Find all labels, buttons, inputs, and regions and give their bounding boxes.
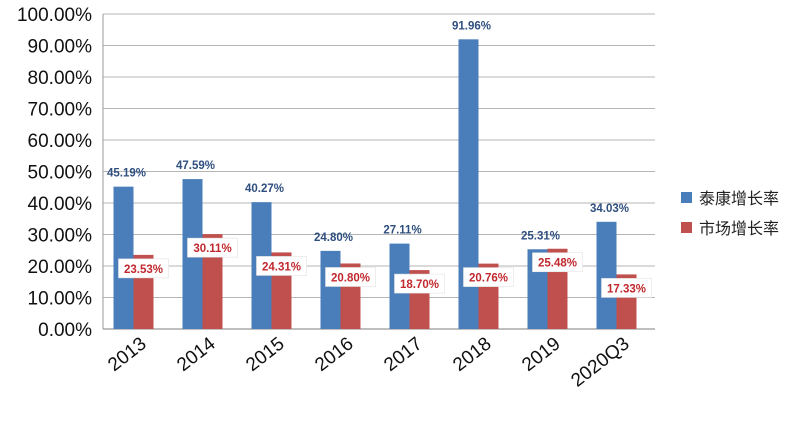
data-label-box-series-2	[463, 267, 514, 287]
data-label-series-1: 34.03%	[590, 203, 629, 215]
y-tick-label: 60.00%	[28, 131, 93, 152]
y-tick-label: 0.00%	[38, 320, 92, 341]
data-label-series-2: 23.53%	[124, 264, 163, 276]
y-tick-label: 90.00%	[28, 37, 93, 58]
data-label-box-series-2	[187, 237, 238, 258]
bar-series-2	[202, 234, 223, 329]
data-label-series-2: 20.76%	[469, 273, 508, 285]
y-tick-label: 20.00%	[28, 257, 93, 278]
data-label-series-1: 45.19%	[107, 168, 146, 180]
data-label-box-series-2	[325, 267, 376, 287]
legend-label-series-1: 泰康增长率	[699, 189, 779, 208]
bar-series-1	[320, 250, 341, 329]
x-tick-label: 2017	[380, 333, 426, 376]
x-tick-label: 2016	[311, 333, 357, 376]
legend-swatch-series-1	[681, 192, 692, 203]
bar-series-1	[458, 39, 479, 330]
data-labels: 45.19% 23.53% 47.59% 30.11% 40.27% 24.31% 24.8…	[107, 20, 652, 298]
data-label-series-2: 30.11%	[193, 243, 231, 255]
data-label-series-2: 24.31%	[262, 261, 301, 273]
x-tick-label: 2014	[173, 333, 220, 376]
y-tick-label: 70.00%	[28, 100, 93, 121]
y-tick-label: 30.00%	[28, 226, 93, 247]
legend-swatch-series-2	[681, 222, 692, 233]
y-tick-label: 40.00%	[28, 194, 93, 215]
y-tick-label: 100.00%	[17, 5, 92, 26]
y-tick-label: 10.00%	[28, 289, 93, 310]
y-tick-label: 50.00%	[28, 163, 93, 184]
data-label-box-series-2	[118, 258, 169, 279]
data-label-box-series-2	[532, 252, 583, 273]
data-label-series-1: 25.31%	[521, 230, 560, 242]
y-axis-ticks: 0.00% 10.00% 20.00% 30.00% 40.00% 50.00% 60.00…	[17, 5, 92, 341]
data-label-series-2: 18.70%	[400, 279, 439, 291]
bar-series-1	[596, 221, 617, 329]
y-tick-label: 80.00%	[28, 68, 93, 89]
data-label-series-2: 25.48%	[538, 258, 577, 270]
x-axis-ticks: 2013 2014 2015 2016 2017 2018 2019 2020Q3	[104, 333, 633, 391]
legend: 泰康增长率 市场增长率	[681, 189, 779, 238]
x-tick-label: 2019	[518, 333, 564, 376]
data-label-series-1: 91.96%	[452, 20, 491, 32]
data-label-series-1: 24.80%	[314, 232, 353, 244]
legend-label-series-2: 市场增长率	[699, 219, 779, 238]
data-label-series-2: 20.80%	[331, 272, 370, 284]
bar-series-1	[113, 186, 134, 329]
x-tick-label: 2015	[242, 333, 288, 376]
data-label-series-2: 17.33%	[607, 283, 646, 295]
data-label-series-1: 40.27%	[245, 183, 284, 195]
x-tick-label: 2013	[104, 333, 150, 376]
x-tick-label: 2018	[449, 333, 495, 376]
data-label-series-1: 47.59%	[176, 160, 215, 172]
x-tick-label: 2020Q3	[567, 333, 633, 391]
data-label-series-1: 27.11%	[383, 225, 421, 237]
data-label-box-series-2	[256, 256, 307, 276]
data-label-box-series-2	[394, 273, 445, 294]
data-label-box-series-2	[601, 278, 652, 298]
